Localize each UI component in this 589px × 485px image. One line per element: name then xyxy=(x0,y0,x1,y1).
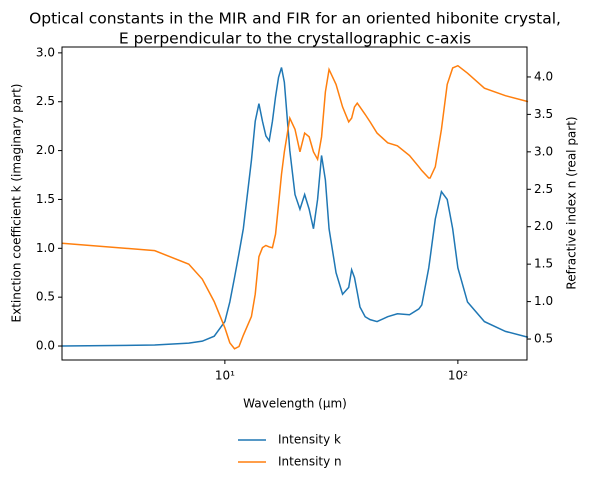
y2-tick-label: 2.5 xyxy=(534,182,553,196)
y-tick-label: 0.0 xyxy=(36,339,55,353)
x-axis-label: Wavelength (μm) xyxy=(243,397,347,411)
chart-title: Optical constants in the MIR and FIR for… xyxy=(29,10,561,28)
y-axis-label: Extinction coefficient k (imaginary part… xyxy=(10,84,24,323)
y-tick-label: 0.5 xyxy=(36,290,55,304)
y-tick-label: 1.5 xyxy=(36,192,55,206)
y-tick-label: 2.0 xyxy=(36,143,55,157)
y-tick-label: 3.0 xyxy=(36,45,55,59)
y2-axis-label: Refractive index n (real part) xyxy=(565,116,579,289)
plot-frame xyxy=(61,46,528,361)
chart-subtitle: E perpendicular to the crystallographic … xyxy=(119,30,471,48)
y2-tick-label: 2.0 xyxy=(534,219,553,233)
data-line xyxy=(61,67,529,347)
y2-tick-label: 1.0 xyxy=(534,294,553,308)
y-tick-label: 2.5 xyxy=(36,94,55,108)
y2-tick-label: 3.5 xyxy=(534,107,553,121)
y2-tick-label: 3.0 xyxy=(534,144,553,158)
y-tick-label: 1.0 xyxy=(36,241,55,255)
legend-label: Intensity n xyxy=(278,455,342,469)
x-tick-label: 10² xyxy=(448,369,468,383)
y2-tick-label: 4.0 xyxy=(534,69,553,83)
y2-tick-label: 0.5 xyxy=(534,332,553,346)
legend-label: Intensity k xyxy=(278,433,341,447)
data-line xyxy=(61,64,529,350)
y2-tick-label: 1.5 xyxy=(534,257,553,271)
x-tick-label: 10¹ xyxy=(215,369,235,383)
